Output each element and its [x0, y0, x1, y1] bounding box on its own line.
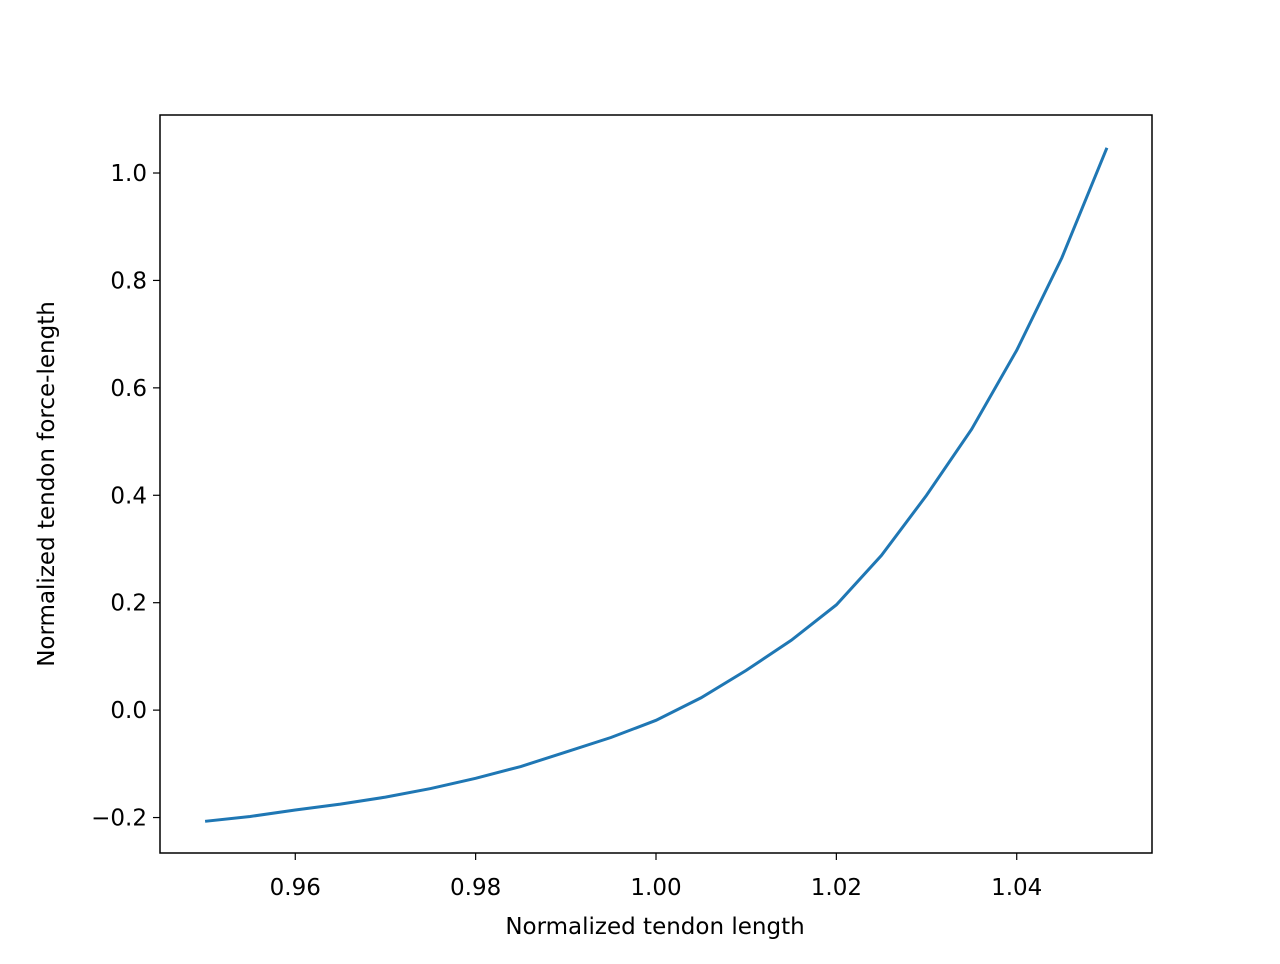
y-tick-label: 0.6: [110, 376, 147, 402]
y-tick-label: 0.0: [110, 698, 147, 724]
x-tick-label: 0.96: [270, 875, 321, 901]
x-tick-label: 0.98: [450, 875, 501, 901]
plot-frame: [159, 114, 1153, 854]
x-axis-label: Normalized tendon length: [505, 914, 804, 940]
y-tick-label: 0.4: [110, 483, 147, 509]
y-tick-label: −0.2: [91, 806, 147, 832]
y-tick-label: 0.8: [110, 268, 147, 294]
x-tick-label: 1.00: [630, 875, 681, 901]
y-tick-label: 0.2: [110, 591, 147, 617]
y-tick-label: 1.0: [110, 161, 147, 187]
x-tick-label: 1.02: [811, 875, 862, 901]
y-axis-label: Normalized tendon force-length: [34, 301, 60, 667]
x-tick-label: 1.04: [991, 875, 1042, 901]
data-line: [204, 147, 1109, 823]
